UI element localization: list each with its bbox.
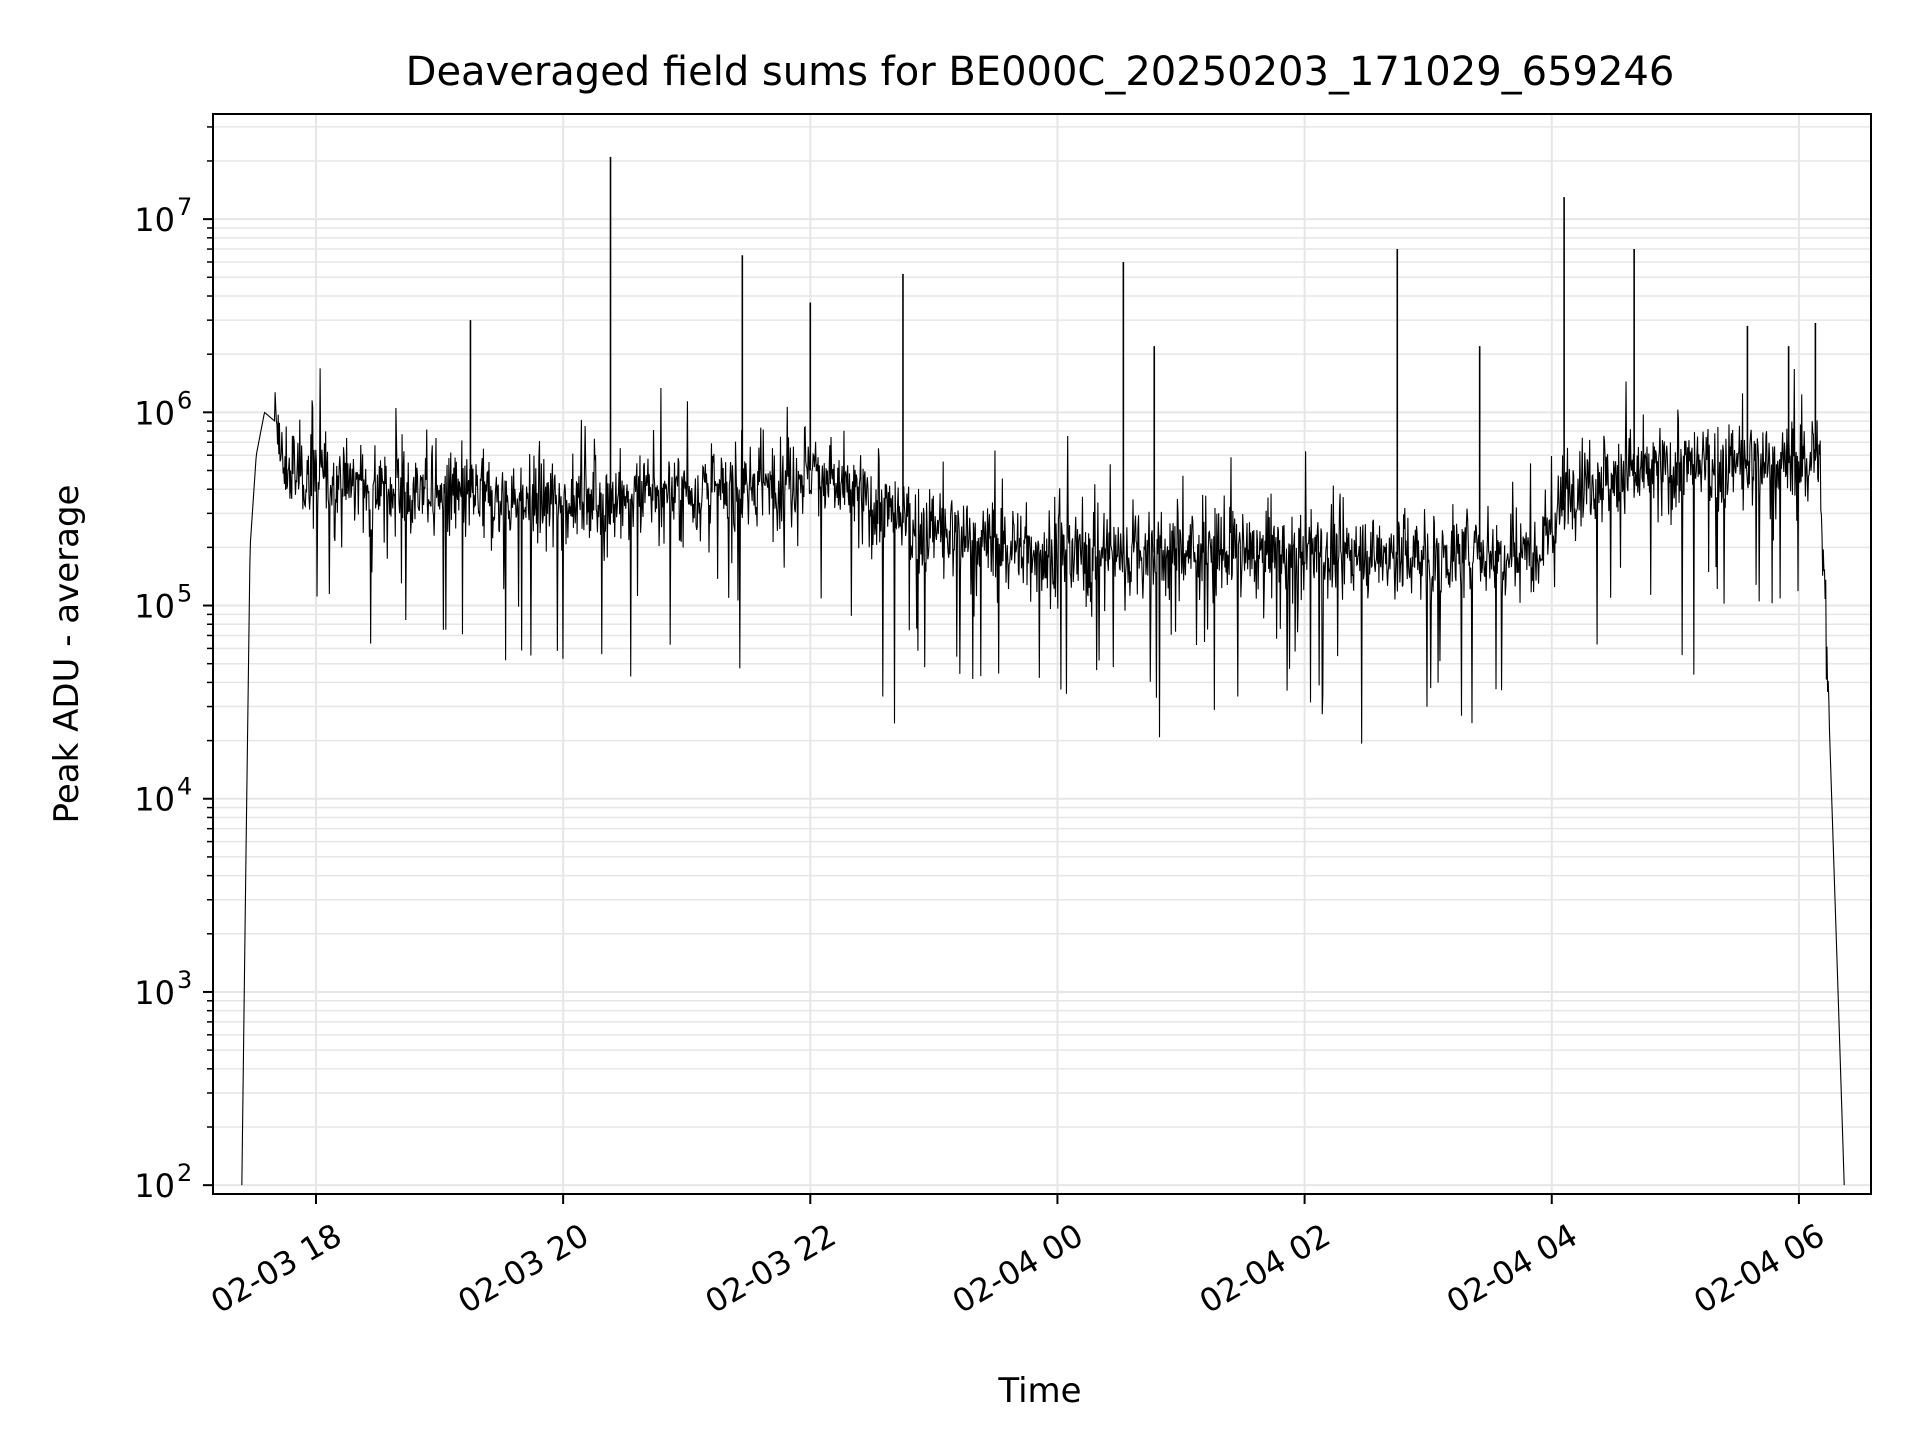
y-tick-label: 10 <box>134 201 175 239</box>
y-tick-exponent: 2 <box>177 1159 192 1187</box>
spikes <box>469 156 1817 556</box>
y-tick-label: 10 <box>134 974 175 1012</box>
y-tick-label: 10 <box>134 781 175 819</box>
y-tick-exponent: 7 <box>177 193 192 221</box>
plot-frame <box>212 113 1872 1195</box>
grid <box>213 114 1871 1194</box>
y-tick-exponent: 3 <box>177 966 192 994</box>
y-tick-label: 10 <box>134 588 175 626</box>
y-tick-exponent: 5 <box>177 580 192 608</box>
x-axis-label: Time <box>997 1371 1081 1411</box>
y-tick-label: 10 <box>134 1167 175 1205</box>
y-axis-label: Peak ADU - average <box>47 485 87 824</box>
y-tick-exponent: 4 <box>177 773 192 801</box>
chart-title: Deaveraged field sums for BE000C_2025020… <box>406 49 1675 95</box>
series-line <box>241 368 1845 1186</box>
y-tick-label: 10 <box>134 394 175 432</box>
y-tick-exponent: 6 <box>177 386 192 414</box>
